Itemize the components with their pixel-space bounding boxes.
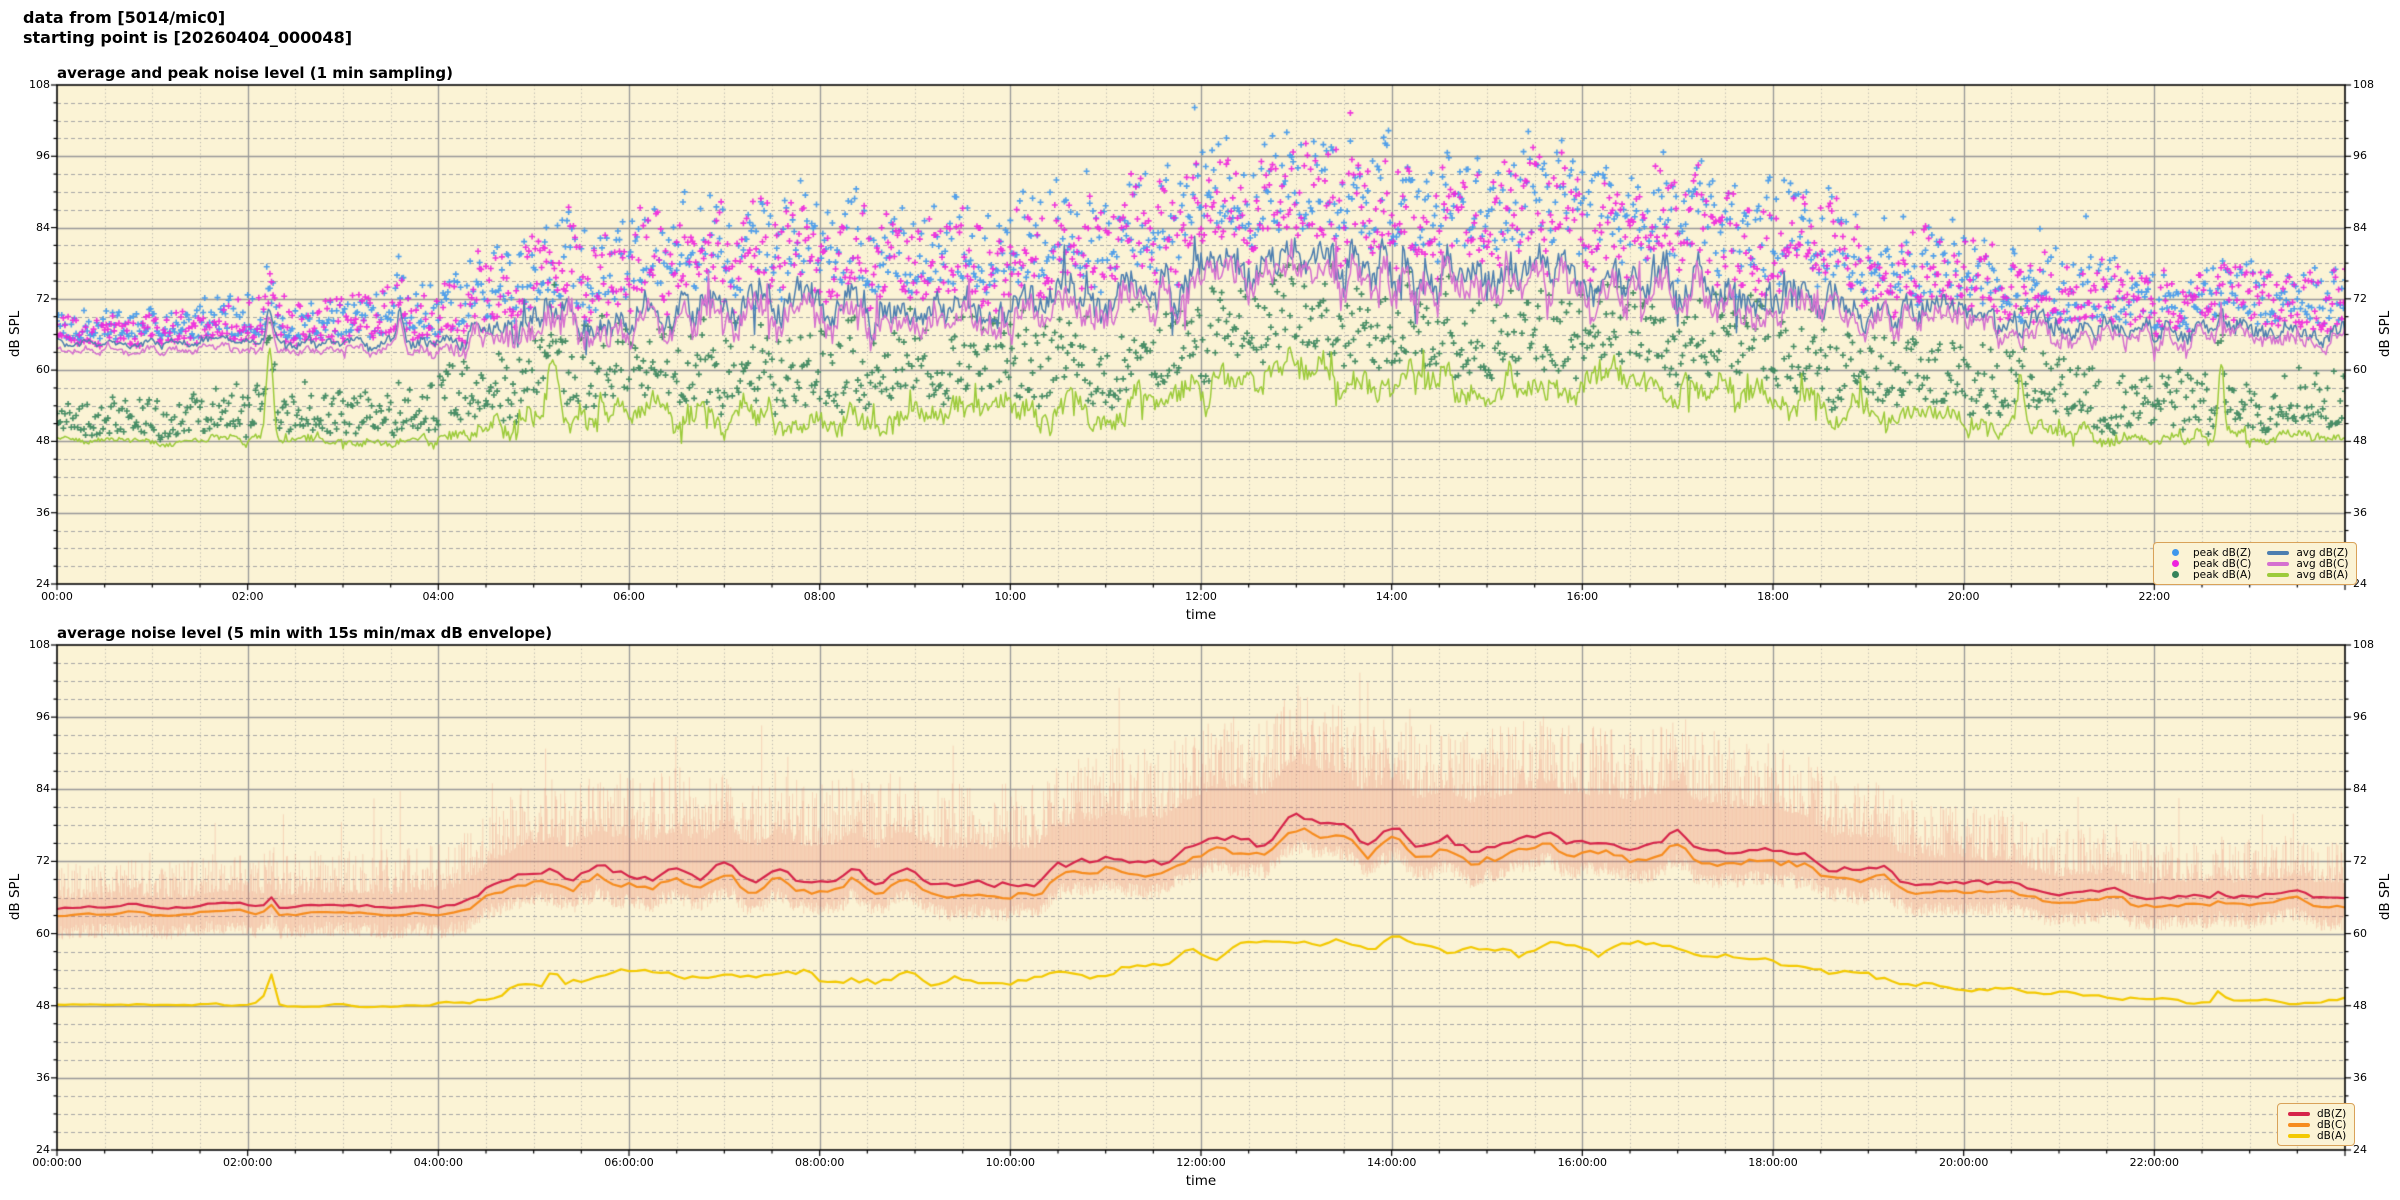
y-tick-label: 60: [36, 926, 50, 940]
legend-label: avg dB(A): [2296, 568, 2349, 581]
y-tick-label: 36: [36, 1070, 50, 1084]
y-tick-label: 96: [2353, 149, 2367, 163]
x-tick-label: 08:00:00: [794, 1156, 845, 1169]
y-tick-label: 48: [36, 998, 50, 1012]
y-tick-label: 24: [2353, 1143, 2367, 1156]
chart1-yaxis-label-left: dB SPL: [7, 310, 23, 358]
x-tick-label: 02:00: [231, 590, 264, 603]
legend-item: dB(Z): [2286, 1107, 2347, 1120]
legend-dot-marker: [2171, 560, 2179, 567]
x-tick-label: 10:00: [994, 590, 1027, 603]
x-tick-label: 20:00:00: [1938, 1156, 1989, 1169]
legend-line-marker: [2267, 550, 2290, 555]
legend-line-marker: [2288, 1111, 2310, 1116]
x-tick-label: 12:00:00: [1176, 1156, 1226, 1169]
y-tick-label: 84: [36, 782, 50, 796]
y-tick-label: 84: [36, 220, 50, 234]
legend-label: dB(C): [2317, 1118, 2347, 1131]
x-tick-label: 18:00:00: [1748, 1156, 1798, 1169]
legend-label: peak dB(C): [2193, 557, 2252, 570]
legend-line-marker: [2267, 561, 2290, 566]
header-line-1: data from [5014/mic0]: [23, 8, 226, 27]
y-tick-label: 108: [29, 78, 50, 91]
chart2-yaxis-label-right: dB SPL: [2377, 873, 2393, 921]
y-tick-label: 72: [36, 854, 50, 868]
y-tick-label: 36: [2353, 505, 2367, 519]
y-tick-label: 24: [36, 577, 50, 590]
y-tick-label: 60: [36, 363, 50, 377]
y-tick-label: 36: [36, 505, 50, 519]
legend-label: avg dB(Z): [2296, 546, 2349, 559]
x-tick-label: 06:00: [613, 590, 645, 603]
y-tick-label: 108: [2353, 78, 2374, 91]
y-tick-label: 108: [2353, 638, 2374, 651]
header-line-2: starting point is [20260404_000048]: [23, 28, 353, 47]
x-tick-label: 20:00: [1947, 590, 1980, 603]
chart2-yaxis-label-left: dB SPL: [7, 873, 23, 921]
legend-item: dB(C): [2286, 1118, 2347, 1131]
chart1-title: average and peak noise level (1 min samp…: [57, 64, 453, 82]
legend-label: dB(A): [2317, 1129, 2347, 1142]
y-tick-label: 24: [36, 1143, 50, 1156]
x-tick-label: 04:00: [422, 590, 455, 603]
y-tick-label: 48: [2353, 998, 2367, 1012]
x-tick-label: 02:00:00: [222, 1156, 273, 1169]
y-tick-label: 72: [2353, 291, 2367, 305]
x-tick-label: 22:00: [2138, 590, 2171, 603]
x-tick-label: 18:00: [1757, 590, 1789, 603]
chart2-legend: dB(Z) dB(C) dB(A): [2277, 1103, 2356, 1146]
y-tick-label: 96: [36, 149, 50, 163]
legend-item: avg dB(Z): [2265, 546, 2349, 559]
chart1-xaxis-label: time: [1185, 607, 1217, 623]
legend-dot-marker: [2171, 571, 2179, 578]
legend-line-marker: [2288, 1122, 2310, 1127]
legend-item: dB(A): [2286, 1129, 2347, 1142]
x-tick-label: 14:00: [1375, 590, 1408, 603]
legend-line-marker: [2267, 572, 2290, 577]
legend-label: peak dB(Z): [2193, 546, 2252, 559]
legend-item: peak dB(Z): [2162, 546, 2252, 559]
legend-label: avg dB(C): [2296, 557, 2349, 570]
legend-item: avg dB(C): [2265, 557, 2349, 570]
legend-item: avg dB(A): [2265, 568, 2349, 581]
legend-label: dB(Z): [2317, 1107, 2347, 1120]
chart1-yaxis-label-right: dB SPL: [2377, 310, 2393, 358]
y-tick-label: 36: [2353, 1070, 2367, 1084]
legend-dot-marker: [2171, 549, 2179, 556]
y-tick-label: 48: [2353, 434, 2367, 448]
chart2-title: average noise level (5 min with 15s min/…: [57, 624, 553, 642]
legend-line-marker: [2288, 1133, 2310, 1138]
x-tick-label: 14:00:00: [1366, 1156, 1417, 1169]
x-tick-label: 08:00: [803, 590, 836, 603]
x-tick-label: 12:00: [1185, 590, 1217, 603]
x-tick-label: 10:00:00: [985, 1156, 1036, 1169]
y-tick-label: 96: [36, 710, 50, 724]
chart1-legend: peak dB(Z) peak dB(C) peak dB(A) avg dB(Z) a…: [2153, 542, 2358, 585]
y-tick-label: 84: [2353, 782, 2367, 796]
x-tick-label: 00:00: [41, 590, 73, 603]
chart2-xaxis-label: time: [1185, 1173, 1217, 1189]
y-tick-label: 60: [2353, 363, 2367, 377]
legend-item: peak dB(C): [2162, 557, 2252, 570]
y-tick-label: 72: [2353, 854, 2367, 868]
x-tick-label: 06:00:00: [604, 1156, 654, 1169]
x-tick-label: 00:00:00: [32, 1156, 82, 1169]
x-tick-label: 22:00:00: [2129, 1156, 2180, 1169]
x-tick-label: 16:00: [1566, 590, 1599, 603]
y-tick-label: 72: [36, 291, 50, 305]
legend-item: peak dB(A): [2162, 568, 2252, 581]
legend-label: peak dB(A): [2193, 568, 2252, 581]
x-tick-label: 04:00:00: [413, 1156, 464, 1169]
y-tick-label: 96: [2353, 710, 2367, 724]
y-tick-label: 108: [29, 638, 50, 651]
y-tick-label: 60: [2353, 926, 2367, 940]
x-tick-label: 16:00:00: [1557, 1156, 1608, 1169]
y-tick-label: 84: [2353, 220, 2367, 234]
y-tick-label: 48: [36, 434, 50, 448]
